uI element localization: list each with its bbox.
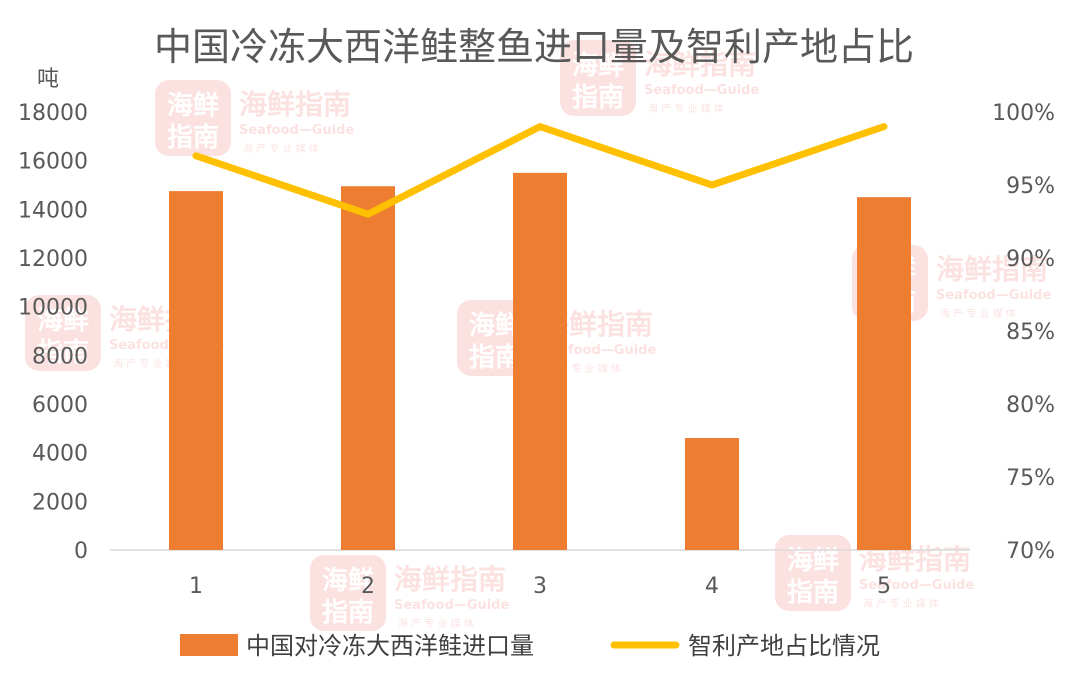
chart-title: 中国冷冻大西洋鲑整鱼进口量及智利产地占比 xyxy=(154,25,914,69)
watermark-badge-text: 海鲜 xyxy=(572,51,624,81)
x-tick-label: 4 xyxy=(705,574,719,599)
watermark-badge-text: 指南 xyxy=(787,578,839,608)
watermark-sub: Seafood—Guide xyxy=(644,83,759,98)
watermark-badge xyxy=(310,555,386,631)
watermark-badge xyxy=(775,535,851,611)
left-tick-label: 12000 xyxy=(18,247,88,272)
watermark-name: 海鲜指南 xyxy=(394,563,506,596)
x-tick-label: 2 xyxy=(361,574,375,599)
right-tick-label: 100% xyxy=(992,101,1055,126)
watermark-tag: 海 产 专 业 媒 体 xyxy=(863,597,939,610)
right-tick-label: 95% xyxy=(1006,174,1055,199)
watermark-sub: Seafood—Guide xyxy=(239,123,354,138)
watermark-badge-text: 海鲜 xyxy=(322,566,374,596)
left-tick-label: 0 xyxy=(74,539,88,564)
right-tick-label: 70% xyxy=(1006,539,1055,564)
left-tick-label: 8000 xyxy=(32,344,88,369)
legend-bar-label: 中国对冷冻大西洋鲑进口量 xyxy=(246,632,534,660)
watermark-sub: Seafood—Guide xyxy=(541,343,656,358)
watermark-name: 海鲜指南 xyxy=(936,253,1048,286)
left-tick-label: 2000 xyxy=(32,490,88,515)
legend-line-label: 智利产地占比情况 xyxy=(688,632,880,660)
bar xyxy=(513,172,567,551)
watermark-badge-text: 指南 xyxy=(37,338,89,368)
watermark-badge xyxy=(25,295,101,371)
x-axis-ticks: 1 2 3 4 5 xyxy=(189,574,891,599)
left-axis-label: 吨 xyxy=(37,67,59,92)
x-tick-label: 5 xyxy=(877,574,891,599)
watermark-sub: Seafood—Guide xyxy=(394,598,509,613)
right-tick-label: 75% xyxy=(1006,466,1055,491)
watermark-name: 海鲜指南 xyxy=(239,88,351,121)
watermark-badge-text: 海鲜 xyxy=(167,91,219,121)
legend: 中国对冷冻大西洋鲑进口量 智利产地占比情况 xyxy=(180,632,880,660)
watermark-badge-text: 海鲜 xyxy=(37,306,89,336)
bar xyxy=(341,186,395,550)
bar xyxy=(169,191,223,551)
series-line xyxy=(192,123,888,218)
watermark-badge-text: 海鲜 xyxy=(469,311,521,341)
watermark-tag: 海 产 专 业 媒 体 xyxy=(398,617,474,630)
watermark-name: 海鲜指南 xyxy=(644,48,756,81)
watermark-badge-text: 海鲜 xyxy=(787,546,839,576)
line-series xyxy=(192,123,888,218)
left-tick-label: 16000 xyxy=(18,150,88,175)
x-tick-label: 3 xyxy=(533,574,547,599)
left-tick-label: 18000 xyxy=(18,101,88,126)
watermark-badge xyxy=(560,40,636,116)
bar xyxy=(857,197,911,550)
left-tick-label: 6000 xyxy=(32,393,88,418)
left-tick-label: 14000 xyxy=(18,198,88,223)
left-axis-ticks: 0 2000 4000 6000 8000 10000 12000 14000 16000 180… xyxy=(18,101,88,564)
watermark-tag: 海 产 专 业 媒 体 xyxy=(648,102,724,115)
watermark-sub: Seafood—Guide xyxy=(936,288,1051,303)
right-tick-label: 85% xyxy=(1006,320,1055,345)
right-tick-label: 90% xyxy=(1006,247,1055,272)
legend-bar-swatch xyxy=(180,634,238,656)
bar xyxy=(685,438,739,550)
watermark-badge-text: 指南 xyxy=(469,343,521,373)
left-tick-label: 4000 xyxy=(32,442,88,467)
watermark-badge xyxy=(155,80,231,156)
watermark-badge-text: 指南 xyxy=(167,123,219,153)
x-tick-label: 1 xyxy=(189,574,203,599)
bar-series xyxy=(169,172,911,551)
watermark-sub: Seafood—Guide xyxy=(859,578,974,593)
right-tick-label: 80% xyxy=(1006,393,1055,418)
right-axis-ticks: 70% 75% 80% 85% 90% 95% 100% xyxy=(992,101,1055,564)
left-tick-label: 10000 xyxy=(18,296,88,321)
watermark-badge-text: 指南 xyxy=(322,598,374,628)
watermark-tag: 海 产 专 业 媒 体 xyxy=(940,307,1016,320)
watermark-tag: 海 产 专 业 媒 体 xyxy=(243,142,319,155)
watermark-badge-text: 指南 xyxy=(572,83,624,113)
